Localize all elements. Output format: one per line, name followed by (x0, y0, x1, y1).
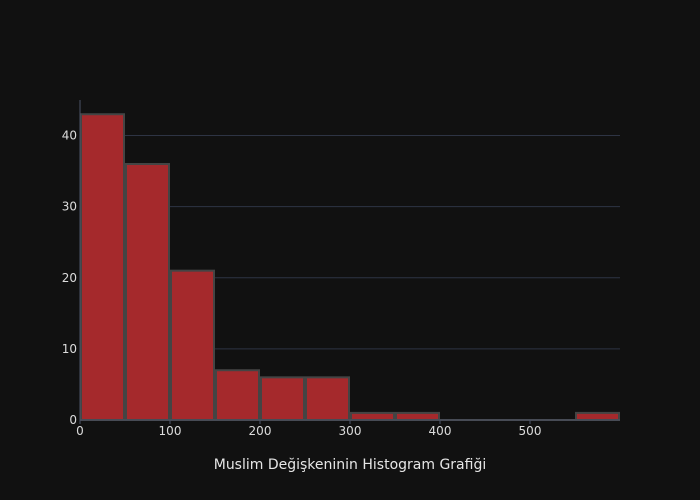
y-tick-label: 30 (62, 200, 77, 214)
y-tick-label: 0 (69, 413, 77, 427)
x-tick-labels: 0 100 200 300 400 500 (76, 420, 541, 438)
x-tick-label: 500 (519, 424, 542, 438)
histogram-bar (260, 376, 305, 422)
y-tick-label: 10 (62, 342, 77, 356)
x-tick-label: 400 (429, 424, 452, 438)
histogram-bar (125, 163, 170, 421)
x-tick-label: 0 (76, 424, 84, 438)
x-tick-label: 200 (249, 424, 272, 438)
x-tick-label: 300 (339, 424, 362, 438)
histogram-bar (215, 369, 260, 422)
histogram-bar (575, 411, 620, 421)
y-tick-label: 20 (62, 271, 77, 285)
y-tick-labels: 0 10 20 30 40 (62, 129, 77, 427)
histogram-bar (350, 411, 395, 421)
x-axis-title: Muslim Değişkeninin Histogram Grafiği (213, 457, 487, 473)
histogram-bars (80, 113, 620, 422)
histogram-bar (80, 113, 125, 421)
histogram-bar (395, 411, 440, 421)
y-tick-label: 40 (62, 129, 77, 143)
histogram-bar (305, 376, 350, 422)
histogram-bar (170, 269, 215, 421)
x-tick-label: 100 (159, 424, 182, 438)
